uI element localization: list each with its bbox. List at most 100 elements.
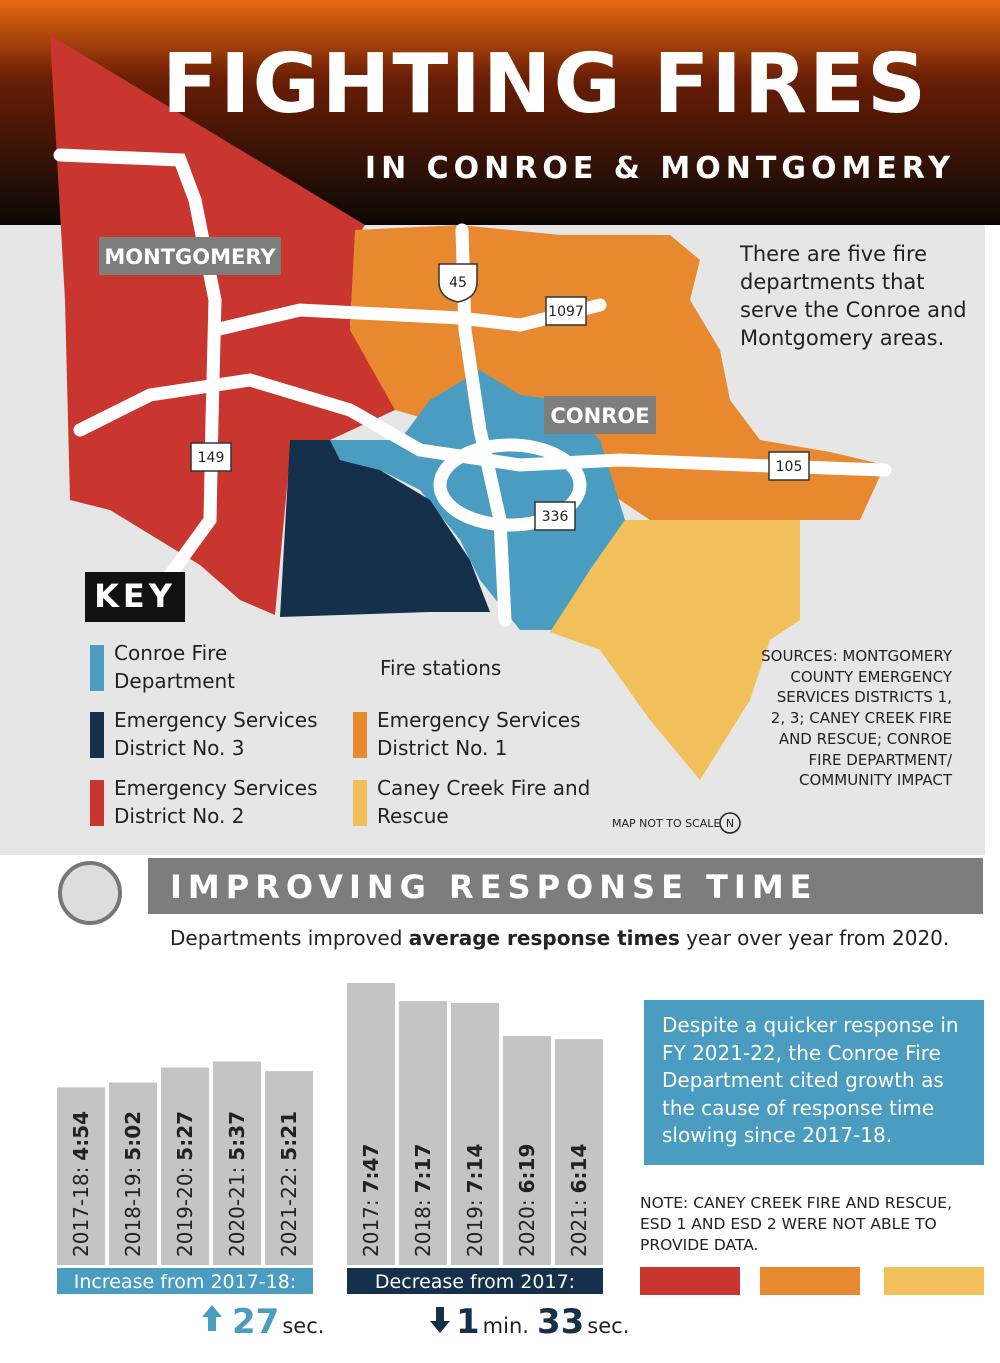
bar-category: 2021-22: — [277, 1167, 301, 1257]
map-intro: There are five fire departments that ser… — [740, 242, 967, 350]
key-swatch — [90, 780, 104, 826]
banner — [148, 858, 983, 914]
key-label: Caney Creek Fire and Rescue — [377, 776, 591, 828]
text-bold: average response times — [408, 926, 680, 950]
north-icon — [719, 812, 741, 834]
bar-category: 2018-19: — [121, 1167, 145, 1257]
bar-value: 6:19 — [515, 1144, 539, 1194]
road-number: 1097 — [548, 304, 584, 320]
response-intro: Departments improved average response ti… — [170, 926, 949, 950]
bar — [213, 1061, 261, 1265]
road-shield — [438, 263, 478, 303]
bar-value: 7:17 — [411, 1144, 435, 1194]
arrow-up — [202, 1305, 222, 1331]
key-swatch — [90, 712, 104, 758]
key-label: Emergency Services District No. 2 — [114, 776, 318, 828]
place-bg — [99, 237, 281, 275]
change: 27 sec. — [232, 1302, 324, 1342]
bar-value: 5:27 — [173, 1111, 197, 1161]
text: Departments improved — [170, 926, 409, 950]
title: FIGHTING FIRES — [162, 37, 928, 132]
road-number: 336 — [542, 509, 569, 525]
callout: Despite a quicker response in FY 2021-22… — [644, 1000, 984, 1165]
change-number: 1 — [456, 1302, 480, 1342]
north: N — [726, 817, 734, 830]
bar-label: 2018-19: 5:02 — [121, 1111, 145, 1257]
bar-label: 2019-20: 5:27 — [173, 1111, 197, 1257]
bar-label: 2019: 7:14 — [463, 1144, 487, 1257]
road-shield — [534, 501, 576, 531]
bar-value: 5:21 — [277, 1111, 301, 1161]
bar-category: 2021: — [567, 1199, 591, 1257]
change-unit: sec. — [282, 1314, 324, 1338]
sources: SOURCES: MONTGOMERY COUNTY EMERGENCY SER… — [761, 647, 952, 790]
key-title-bg — [85, 572, 185, 622]
note-swatch — [884, 1267, 984, 1295]
bar-label: 2018: 7:17 — [411, 1144, 435, 1257]
note-swatch — [640, 1267, 740, 1295]
region-esd3 — [280, 440, 490, 617]
bar-value: 4:54 — [69, 1111, 93, 1161]
fire-stations: Fire stations — [380, 656, 502, 680]
note-swatch — [760, 1267, 860, 1295]
bar-value: 6:14 — [567, 1144, 591, 1194]
place-label: CONROE — [550, 404, 649, 428]
key-title: KEY — [94, 577, 176, 615]
subtitle: IN CONROE & MONTGOMERY — [365, 151, 955, 186]
bar-label: 2020-21: 5:37 — [225, 1111, 249, 1257]
text: year over year from 2020. — [679, 926, 950, 950]
bar — [161, 1067, 209, 1265]
change-unit: sec. — [587, 1314, 629, 1338]
section-title: IMPROVING RESPONSE TIME — [170, 868, 818, 906]
bar-category: 2020: — [515, 1199, 539, 1257]
bar-category: 2019: — [463, 1199, 487, 1257]
key-swatch — [90, 645, 104, 691]
caption: Decrease from 2017: — [375, 1271, 575, 1293]
key-label: Conroe Fire Department — [114, 641, 236, 693]
bar-label: 2020: 6:19 — [515, 1144, 539, 1257]
bar-label: 2021: 6:14 — [567, 1144, 591, 1257]
caption-bg — [347, 1268, 603, 1294]
bar-value: 7:14 — [463, 1144, 487, 1194]
bar-value: 7:47 — [359, 1144, 383, 1194]
caption-bg — [57, 1268, 313, 1294]
bar — [347, 982, 395, 1265]
key-label: Emergency Services District No. 3 — [114, 708, 318, 760]
place-bg — [544, 396, 656, 434]
bar — [57, 1087, 105, 1265]
bar-label: 2017: 7:47 — [359, 1144, 383, 1257]
change-number: 27 — [232, 1302, 279, 1342]
road-number: 105 — [776, 459, 803, 475]
bar-category: 2020-21: — [225, 1167, 249, 1257]
bar-value: 5:02 — [121, 1111, 145, 1161]
bar-category: 2017-18: — [69, 1167, 93, 1257]
road-shield — [190, 442, 232, 472]
caption: Increase from 2017-18: — [74, 1271, 297, 1293]
bar-category: 2017: — [359, 1199, 383, 1257]
bar — [503, 1036, 551, 1265]
road-shield — [545, 296, 587, 326]
bar-value: 5:37 — [225, 1111, 249, 1161]
road-shield — [768, 451, 810, 481]
place-label: MONTGOMERY — [104, 245, 276, 269]
key-swatch — [353, 780, 367, 826]
bar — [451, 1002, 499, 1265]
key-label: Emergency Services District No. 1 — [377, 708, 581, 760]
change: 1 min. 33 sec. — [456, 1302, 629, 1342]
bar — [399, 1001, 447, 1265]
bar — [555, 1039, 603, 1265]
change-number: 33 — [537, 1302, 584, 1342]
note: NOTE: CANEY CREEK FIRE AND RESCUE, ESD 1… — [640, 1194, 953, 1254]
key-swatch — [353, 712, 367, 758]
bar-category: 2018: — [411, 1199, 435, 1257]
scale-note: MAP NOT TO SCALE — [612, 817, 720, 830]
road-number: 45 — [449, 275, 467, 291]
stopwatch — [58, 861, 122, 925]
road-number: 149 — [198, 450, 225, 466]
region-caney-creek — [550, 520, 800, 780]
arrow-down — [430, 1307, 450, 1333]
bar — [265, 1071, 313, 1265]
bar — [109, 1082, 157, 1265]
